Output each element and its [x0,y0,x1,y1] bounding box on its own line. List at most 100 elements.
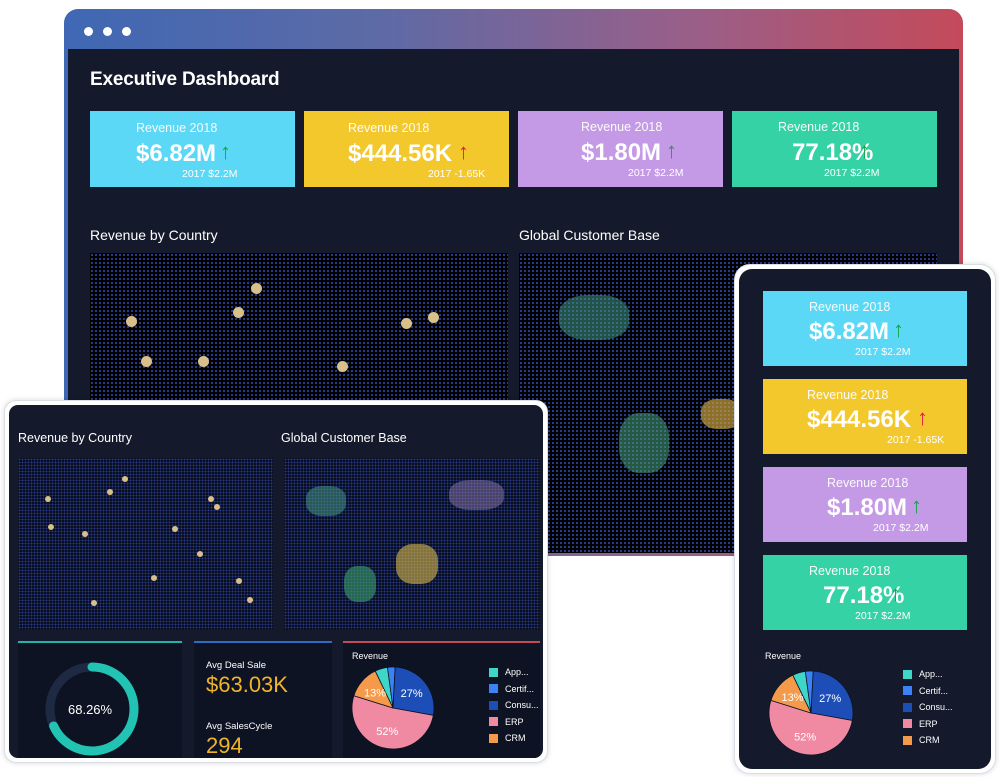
kpi-value: $444.56K [807,406,912,433]
legend-item[interactable]: Consu... [903,702,953,712]
pie-slice-consu[interactable] [810,670,854,721]
avg-deal-label: Avg Deal Sale [206,660,267,671]
kpi-card-revenue[interactable]: Revenue 2018 $444.56K ↑ 2017 -1.65K [304,111,509,187]
pie-legend: App... Certif... Consu... ERP CRM [903,669,967,759]
map-pin[interactable] [214,504,220,510]
desktop-window: Executive Dashboard Revenue 2018 $6.82M … [64,9,963,556]
kpi-card-revenue[interactable]: Revenue 2018 $1.80M ↑ 2017 $2.2M [763,467,967,542]
revenue-pie-panel: Revenue 27% 52% 13% App... Certif... Consu..… [343,641,540,758]
legend-item[interactable]: Consu... [489,700,539,710]
kpi-previous: 2017 $2.2M [855,346,911,358]
arrow-up-icon: ↑ [220,139,231,164]
map-region[interactable] [449,480,504,510]
kpi-card-revenue[interactable]: Revenue 2018 $444.56K ↑ 2017 -1.65K [763,379,967,454]
map-pin[interactable] [251,283,262,294]
customer-map[interactable] [284,458,540,630]
tablet-content: Revenue by Country Global Customer Base [9,405,543,758]
map-region[interactable] [344,566,376,602]
legend-swatch [489,667,498,677]
map-pin[interactable] [91,600,97,606]
legend-swatch [903,719,912,728]
map-pin[interactable] [233,307,244,318]
map-pin[interactable] [236,578,242,584]
legend-label: Certif... [919,685,949,696]
kpi-value: 77.18% [823,582,905,609]
kpi-card-revenue[interactable]: Revenue 2018 $1.80M ↑ 2017 $2.2M [518,111,723,187]
window-dot-2[interactable] [103,27,112,36]
kpi-value: $6.82M [809,318,890,345]
kpi-card-revenue[interactable]: Revenue 2018 $6.82M ↑ 2017 $2.2M [763,291,967,366]
avg-deal-value: $63.03K [206,672,288,697]
kpi-value: $1.80M [581,139,662,166]
map-pin[interactable] [247,597,253,603]
pie-data-label: 27% [401,688,423,700]
map-pin[interactable] [208,496,214,502]
map-region[interactable] [306,486,346,516]
kpi-label: Revenue 2018 [581,120,663,134]
map-pin[interactable] [82,531,88,537]
kpi-label: Revenue 2018 [778,120,860,134]
pie-slice-erp[interactable] [768,699,853,756]
pie-slice-erp[interactable] [351,695,434,750]
map-pin[interactable] [198,356,209,367]
legend-item[interactable]: CRM [903,735,940,745]
window-dot-1[interactable] [84,27,93,36]
legend-label: App... [505,667,529,677]
kpi-label: Revenue 2018 [807,388,889,402]
kpi-label: Revenue 2018 [809,564,891,578]
pie-slice-crm[interactable] [353,670,394,709]
revenue-pie-chart: 27% 52% 13% [768,670,854,756]
map-pin[interactable] [337,361,348,372]
map-pin[interactable] [172,526,178,532]
window-dot-3[interactable] [122,27,131,36]
customer-map-title: Global Customer Base [519,227,660,243]
arrow-up-icon: ↑ [666,138,677,163]
pie-data-label: 13% [782,692,804,704]
map-region[interactable] [559,295,629,340]
legend-label: ERP [505,716,524,727]
map-region[interactable] [396,544,438,584]
legend-label: Consu... [919,702,953,712]
kpi-card-revenue[interactable]: Revenue 2018 77.18% ↑ 2017 $2.2M [763,555,967,630]
map-pin[interactable] [428,312,439,323]
kpi-previous: 2017 $2.2M [824,167,880,179]
legend-item[interactable]: ERP [903,719,938,729]
revenue-map-title: Revenue by Country [90,227,218,243]
gauge-panel: 68.26% [18,641,182,758]
pie-slice-crm[interactable] [770,674,812,714]
legend-swatch [489,717,498,726]
legend-item[interactable]: Certif... [489,684,534,694]
pie-data-label: 27% [819,693,841,705]
arrow-up-icon: ↑ [890,581,901,606]
legend-item[interactable]: App... [903,669,943,679]
legend-item[interactable]: CRM [489,733,526,743]
arrow-up-icon: ↑ [911,493,922,518]
avg-cycle-value: 294 [206,733,243,758]
kpi-card-revenue[interactable]: Revenue 2018 $6.82M ↑ 2017 $2.2M [90,111,295,187]
gauge-chart [45,662,139,756]
legend-item[interactable]: App... [489,667,529,677]
kpi-previous: 2017 $2.2M [873,522,929,534]
map-pin[interactable] [107,489,113,495]
revenue-map[interactable] [18,458,273,630]
map-region[interactable] [619,413,669,473]
map-pin[interactable] [141,356,152,367]
revenue-pie-chart: 27% 52% 13% [351,666,435,750]
legend-item[interactable]: ERP [489,717,524,727]
legend-label: App... [919,669,943,679]
map-pin[interactable] [45,496,51,502]
map-pin[interactable] [401,318,412,329]
phone-frame: Revenue 2018 $6.82M ↑ 2017 $2.2M Revenue… [734,264,996,774]
map-pin[interactable] [126,316,137,327]
gauge-value: 68.26% [68,702,113,717]
legend-swatch [903,669,912,679]
map-pin[interactable] [122,476,128,482]
pie-data-label: 13% [364,687,386,699]
kpi-previous: 2017 $2.2M [182,168,238,180]
map-pin[interactable] [197,551,203,557]
legend-item[interactable]: Certif... [903,686,948,696]
map-pin[interactable] [48,524,54,530]
map-pin[interactable] [151,575,157,581]
kpi-card-revenue[interactable]: Revenue 2018 77.18% ↑ 2017 $2.2M [732,111,937,187]
pie-slice-consu[interactable] [392,666,435,716]
